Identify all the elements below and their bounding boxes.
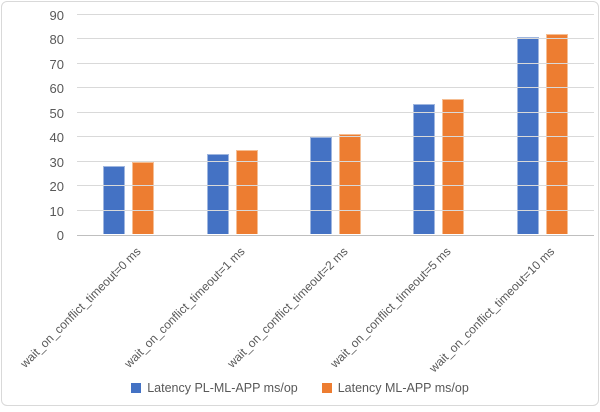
y-tick-label: 80 — [49, 32, 64, 48]
bars-container — [77, 15, 594, 234]
gridline — [77, 111, 594, 113]
y-tick-label: 30 — [49, 154, 64, 170]
gridline — [77, 136, 594, 138]
legend-marker-icon — [321, 383, 332, 393]
gridline — [77, 185, 594, 187]
gridline — [77, 62, 594, 64]
legend-label: Latency ML-APP ms/op — [337, 381, 469, 395]
legend-item: Latency PL-ML-APP ms/op — [131, 381, 298, 395]
legend-label: Latency PL-ML-APP ms/op — [147, 381, 298, 395]
bar-s0-c4 — [516, 36, 539, 234]
chart-frame: 0 10 20 30 40 50 60 70 80 90 wait_on_conflict_tim… — [1, 1, 599, 406]
bar-s1-c4 — [545, 34, 568, 234]
y-tick-label: 60 — [49, 81, 64, 97]
gridline — [77, 87, 594, 89]
bar-s1-c0 — [132, 162, 155, 234]
legend: Latency PL-ML-APP ms/op Latency ML-APP ms… — [2, 381, 598, 395]
gridline — [77, 14, 594, 15]
y-tick-label: 10 — [49, 203, 64, 219]
gridline — [77, 160, 594, 162]
y-tick-label: 70 — [49, 56, 64, 72]
bar-s1-c1 — [235, 150, 258, 234]
x-category-label: wait_on_conflict_timeout=1 ms — [121, 244, 248, 371]
bar-s1-c2 — [339, 134, 362, 234]
legend-item: Latency ML-APP ms/op — [321, 381, 469, 395]
category-group — [180, 15, 283, 234]
category-group — [284, 15, 387, 234]
bar-s0-c0 — [103, 165, 126, 234]
x-category-label: wait_on_conflict_timeout=2 ms — [224, 244, 351, 371]
category-group — [491, 15, 594, 234]
bar-s1-c3 — [442, 98, 465, 234]
gridline — [77, 209, 594, 211]
gridline — [77, 38, 594, 40]
y-tick-label: 0 — [56, 228, 64, 243]
y-tick-label: 90 — [49, 8, 64, 23]
bar-s0-c3 — [413, 103, 436, 234]
x-axis-line — [77, 235, 594, 236]
legend-marker-icon — [131, 383, 142, 393]
y-tick-label: 20 — [49, 179, 64, 195]
bar-s0-c1 — [206, 153, 229, 234]
y-tick-label: 50 — [49, 105, 64, 121]
x-category-label: wait_on_conflict_timeout=5 ms — [327, 244, 455, 371]
category-group — [77, 15, 180, 234]
y-tick-label: 40 — [49, 130, 64, 146]
category-group — [387, 15, 490, 234]
plot-area — [77, 14, 594, 236]
y-axis: 0 10 20 30 40 50 60 70 80 90 — [2, 2, 64, 405]
x-category-label: wait_on_conflict_timeout=10 ms — [426, 244, 558, 376]
